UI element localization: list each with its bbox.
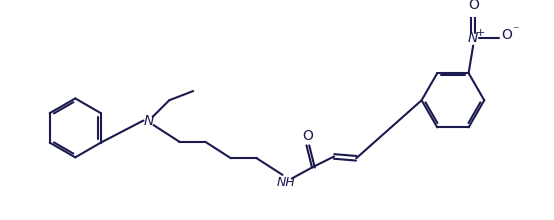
Text: ⁻: ⁻ bbox=[512, 24, 519, 37]
Text: +: + bbox=[476, 28, 485, 38]
Text: O: O bbox=[302, 129, 313, 143]
Text: O: O bbox=[468, 0, 479, 12]
Text: N: N bbox=[468, 31, 479, 45]
Text: O: O bbox=[501, 28, 512, 42]
Text: N: N bbox=[144, 114, 154, 128]
Text: NH: NH bbox=[277, 176, 296, 189]
